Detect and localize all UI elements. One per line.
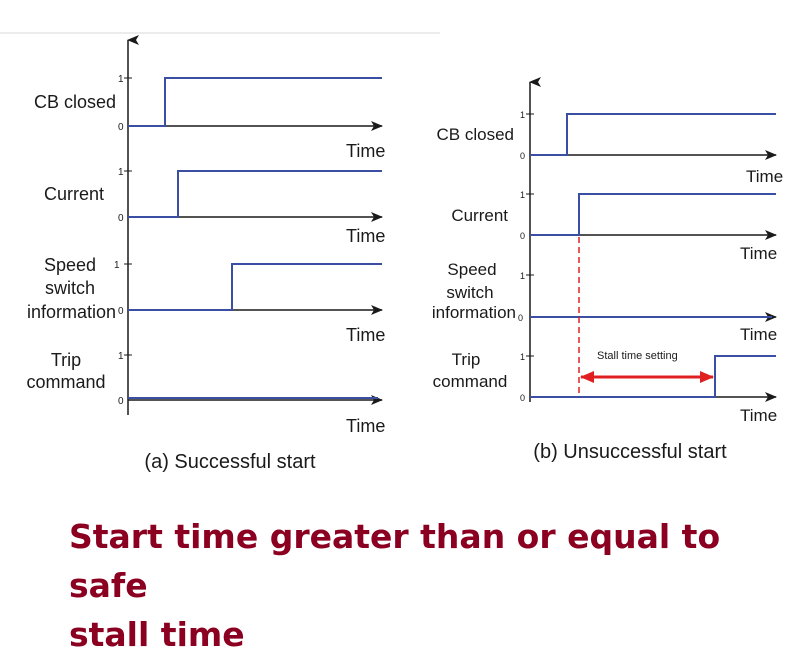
signal-label-line-3: information [432,303,516,322]
signal-waveform [128,263,382,311]
time-axis-label: Time [346,141,385,161]
time-axis-label: Time [346,325,385,345]
panel-b-caption: (b) Unsuccessful start [533,441,727,463]
level-label-high: 1 [118,351,124,362]
signal-waveform [530,113,776,156]
signal-waveform [530,193,776,236]
slide: CB closed 1 0 Time Current 1 0 Time Spee… [0,32,784,654]
panel-a-row-cb-closed: CB closed 1 0 Time [34,74,385,161]
panel-b-row-trip-command: Trip command 1 0 Time [433,350,777,425]
slide-caption: Start time greater than or equal to safe… [69,512,789,659]
level-label-low: 0 [518,313,523,323]
level-label-low: 0 [118,306,124,317]
level-label-high: 1 [520,110,525,120]
slide-caption-line-1: Start time greater than or equal to safe [69,517,721,605]
time-axis-label: Time [746,167,783,186]
panel-a-row-trip-command: Trip command 1 0 Time [26,350,385,436]
stall-time-label: Stall time setting [597,350,678,362]
panel-a-row-current: Current 1 0 Time [44,167,385,246]
signal-label-line-2: switch [45,278,95,298]
panel-a-successful-start: CB closed 1 0 Time Current 1 0 Time Spee… [26,35,385,473]
time-axis-label: Time [346,416,385,436]
level-label-low: 0 [520,393,525,403]
signal-label-line-2: command [26,372,105,392]
signal-waveform [128,170,382,218]
level-label-low: 0 [118,122,124,133]
time-axis-label: Time [346,226,385,246]
level-label-high: 1 [520,190,525,200]
panel-b-row-speed-switch: Speed switch information 1 0 Time [432,260,777,344]
panel-b-unsuccessful-start: CB closed 1 0 Time Current 1 0 Time Spee… [432,77,784,463]
time-axis-label: Time [740,244,777,263]
panel-a-row-speed-switch: Speed switch information 1 0 Time [27,255,385,345]
signal-label-line-2: command [433,372,508,391]
time-axis-label: Time [740,406,777,425]
signal-label: Current [451,206,508,225]
signal-label-line-1: Speed [44,255,96,275]
signal-label: CB closed [34,92,116,112]
signal-waveform [530,355,776,398]
timing-diagrams: CB closed 1 0 Time Current 1 0 Time Spee… [0,32,784,473]
signal-label-line-2: switch [446,283,493,302]
panel-a-caption: (a) Successful start [144,451,316,473]
level-label-high: 1 [118,74,124,85]
level-label-high: 1 [520,352,525,362]
signal-label-line-3: information [27,302,116,322]
level-label-high: 1 [520,271,525,281]
level-label-low: 0 [520,231,525,241]
time-axis-label: Time [740,325,777,344]
signal-label-line-1: Trip [452,350,481,369]
level-label-low: 0 [118,396,124,407]
signal-label-line-1: Speed [447,260,496,279]
signal-waveform [128,77,382,127]
level-label-low: 0 [520,151,525,161]
level-label-high: 1 [118,167,124,178]
panel-b-row-cb-closed: CB closed 1 0 Time [437,110,784,186]
signal-label-line-1: Trip [51,350,81,370]
level-label-low: 0 [118,213,124,224]
panel-b-row-current: Current 1 0 Time [451,190,777,263]
slide-caption-line-2: stall time [69,615,245,654]
signal-label: CB closed [437,125,514,144]
level-label-high: 1 [114,260,120,271]
signal-label: Current [44,184,104,204]
